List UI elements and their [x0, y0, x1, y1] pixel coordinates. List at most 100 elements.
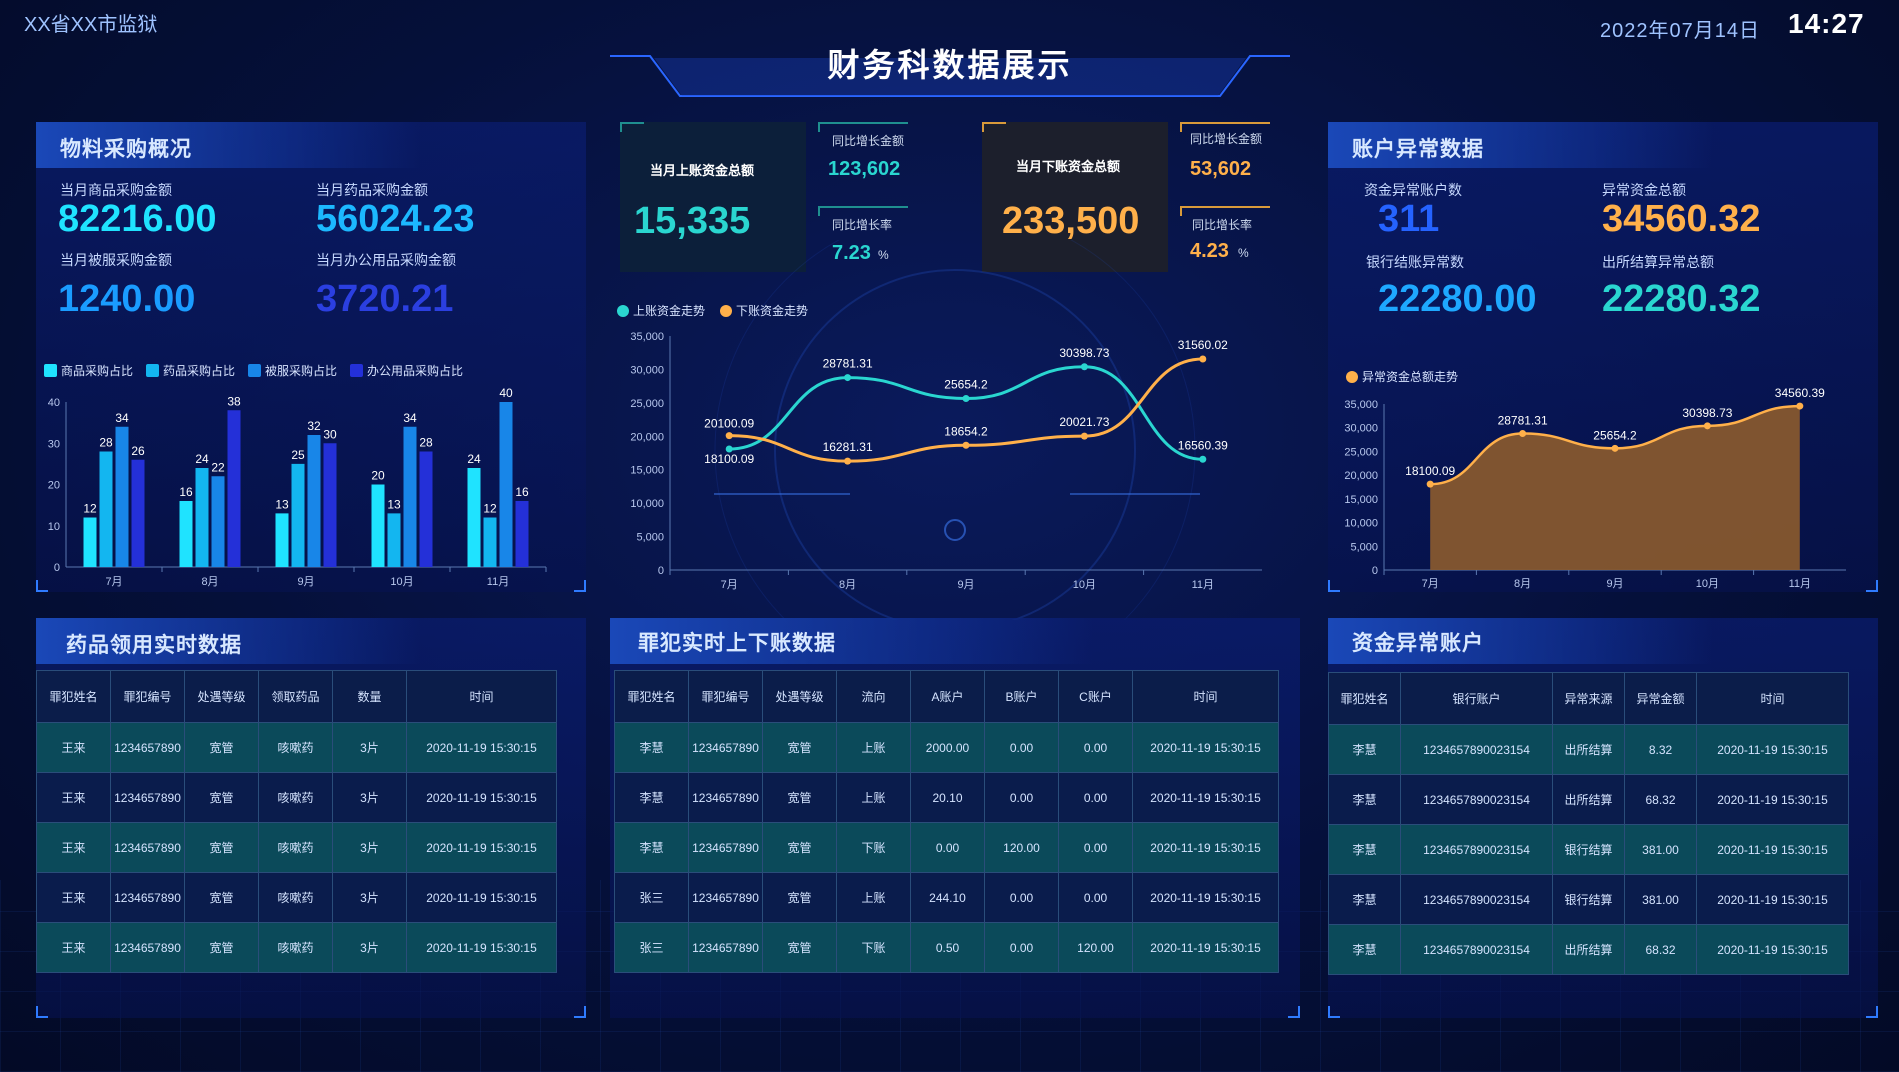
- table-row[interactable]: 李慧 1234657890023154 出所结算 8.32 2020-11-19 15:…: [1328, 724, 1849, 775]
- down-growth-rate-label: 同比增长率: [1192, 218, 1253, 232]
- x-tick-label: 7月: [105, 576, 122, 588]
- legend-swatch: [248, 364, 261, 377]
- table-cell: 出所结算: [1552, 724, 1625, 775]
- table-cell: 咳嗽药: [258, 722, 333, 773]
- legend-label: 药品采购占比: [163, 364, 236, 378]
- legend-swatch: [146, 364, 159, 377]
- data-label: 25654.2: [944, 377, 988, 391]
- table-row[interactable]: 李慧 1234657890023154 银行结算 381.00 2020-11-19 1…: [1328, 824, 1849, 875]
- data-label: 16560.39: [1178, 438, 1228, 452]
- table-cell: 2000.00: [910, 722, 985, 773]
- y-tick-label: 0: [658, 565, 664, 577]
- table-cell: 出所结算: [1552, 924, 1625, 975]
- column-header: 时间: [1132, 670, 1279, 723]
- y-tick-label: 30,000: [630, 364, 664, 376]
- table-cell: 王来: [36, 822, 111, 873]
- data-point: [1199, 355, 1207, 363]
- column-header: C账户: [1058, 670, 1133, 723]
- table-row[interactable]: 张三 1234657890 宽管 下账 0.50 0.00 120.00 2020-11-19…: [614, 922, 1279, 973]
- x-tick-label: 9月: [957, 579, 974, 591]
- kpi-label: 当月商品采购金额: [60, 182, 172, 198]
- kpi-label: 当月被服采购金额: [60, 252, 172, 268]
- table-header-row: 罪犯姓名 罪犯编号 处遇等级 流向 A账户 B账户 C账户 时间: [614, 670, 1279, 723]
- table-cell: 1234657890023154: [1400, 724, 1553, 775]
- table-cell: 3片: [332, 722, 407, 773]
- up-total-label: 当月上账资金总额: [650, 163, 755, 178]
- y-tick-label: 15,000: [630, 465, 664, 477]
- bar: [115, 426, 129, 567]
- column-header: 罪犯编号: [688, 670, 763, 723]
- medicine-panel-title: 药品领用实时数据: [66, 634, 242, 657]
- table-row[interactable]: 王来 1234657890 宽管 咳嗽药 3片 2020-11-19 15:30:15: [36, 772, 557, 823]
- table-row[interactable]: 王来 1234657890 宽管 咳嗽药 3片 2020-11-19 15:30:15: [36, 822, 557, 873]
- table-row[interactable]: 李慧 1234657890 宽管 上账 20.10 0.00 0.00 2020-11-19 …: [614, 772, 1279, 823]
- box-corner: [620, 122, 644, 132]
- bar: [83, 517, 97, 567]
- table-cell: 王来: [36, 722, 111, 773]
- table-cell: 1234657890: [110, 722, 185, 773]
- bar: [99, 451, 113, 567]
- table-cell: 1234657890: [110, 922, 185, 973]
- table-cell: 244.10: [910, 872, 985, 923]
- data-label: 34560.39: [1775, 386, 1825, 400]
- data-label: 18100.09: [1405, 464, 1455, 478]
- table-row[interactable]: 张三 1234657890 宽管 上账 244.10 0.00 0.00 2020-11-19…: [614, 872, 1279, 923]
- table-cell: 1234657890023154: [1400, 774, 1553, 825]
- kpi-label: 出所结算异常总额: [1602, 254, 1714, 270]
- table-row[interactable]: 王来 1234657890 宽管 咳嗽药 3片 2020-11-19 15:30:15: [36, 722, 557, 773]
- bar-value-label: 38: [227, 394, 241, 408]
- y-tick-label: 20: [48, 480, 60, 492]
- table-cell: 120.00: [984, 822, 1059, 873]
- table-cell: 咳嗽药: [258, 922, 333, 973]
- table-row[interactable]: 李慧 1234657890023154 出所结算 68.32 2020-11-19 15…: [1328, 924, 1849, 975]
- panel-corner: [1866, 580, 1878, 592]
- bar-value-label: 34: [115, 411, 129, 425]
- table-row[interactable]: 王来 1234657890 宽管 咳嗽药 3片 2020-11-19 15:30:15: [36, 922, 557, 973]
- table-row[interactable]: 李慧 1234657890 宽管 下账 0.00 120.00 0.00 2020-11-19…: [614, 822, 1279, 873]
- bar: [195, 468, 209, 567]
- y-tick-label: 10,000: [630, 498, 664, 510]
- bar: [323, 443, 337, 567]
- bar: [291, 463, 305, 567]
- up-growth-rate: 7.23: [832, 242, 871, 264]
- table-row[interactable]: 王来 1234657890 宽管 咳嗽药 3片 2020-11-19 15:30:15: [36, 872, 557, 923]
- data-point: [1080, 363, 1088, 371]
- data-label: 20100.09: [704, 417, 754, 431]
- down-growth-amount: 53,602: [1190, 158, 1252, 180]
- purchase-panel: 物料采购概况 当月商品采购金额 82216.00 当月药品采购金额 56024.…: [36, 122, 586, 592]
- y-tick-label: 30,000: [1344, 423, 1378, 435]
- bar: [371, 484, 385, 567]
- x-tick-label: 11月: [487, 576, 509, 588]
- column-header: 罪犯编号: [110, 670, 185, 723]
- table-row[interactable]: 李慧 1234657890 宽管 上账 2000.00 0.00 0.00 2020-11-1…: [614, 722, 1279, 773]
- data-point: [844, 457, 852, 465]
- down-growth-rate-unit: %: [1238, 246, 1249, 260]
- kpi-label: 当月办公用品采购金额: [316, 252, 456, 268]
- table-cell: 0.00: [984, 922, 1059, 973]
- bar: [515, 501, 529, 567]
- table-row[interactable]: 李慧 1234657890023154 银行结算 381.00 2020-11-19 1…: [1328, 874, 1849, 925]
- legend-swatch: [617, 304, 629, 317]
- table-cell: 1234657890: [110, 772, 185, 823]
- y-tick-label: 35,000: [630, 331, 664, 343]
- table-cell: 银行结算: [1552, 874, 1625, 925]
- abnormal-area-chart: 0 5,000 10,000 15,000 20,000 25,000 30,000 35,0…: [1344, 386, 1846, 590]
- table-cell: 咳嗽药: [258, 872, 333, 923]
- table-cell: 2020-11-19 15:30:15: [1696, 924, 1849, 975]
- bar: [403, 426, 417, 567]
- bar: [499, 402, 513, 567]
- legend-label: 被服采购占比: [265, 364, 338, 378]
- x-tick-label: 10月: [390, 576, 413, 588]
- bar: [227, 410, 241, 567]
- table-cell: 宽管: [762, 822, 837, 873]
- data-label: 25654.2: [1593, 428, 1637, 442]
- data-label: 18654.2: [944, 424, 988, 438]
- table-header-row: 罪犯姓名 银行账户 异常来源 异常金额 时间: [1328, 672, 1849, 725]
- data-label: 20021.73: [1059, 415, 1109, 429]
- page-title: 财务科数据展示: [827, 47, 1073, 83]
- y-tick-label: 20,000: [630, 431, 664, 443]
- table-row[interactable]: 李慧 1234657890023154 出所结算 68.32 2020-11-19 15…: [1328, 774, 1849, 825]
- bar-value-label: 20: [371, 469, 385, 483]
- table-cell: 0.00: [984, 722, 1059, 773]
- x-tick-label: 10月: [1073, 579, 1096, 591]
